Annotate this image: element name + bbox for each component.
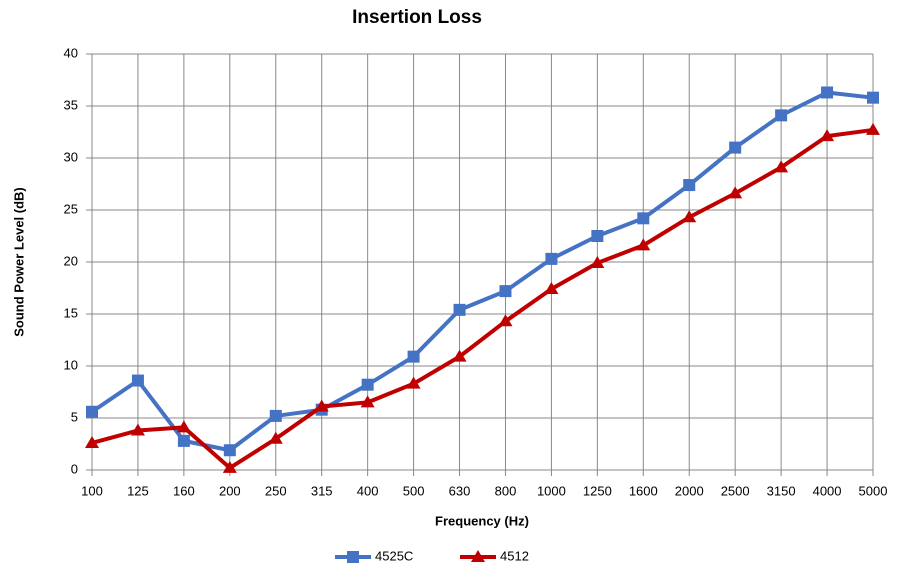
x-tick-label: 125 bbox=[127, 483, 149, 498]
point bbox=[130, 423, 145, 436]
y-tick-label: 15 bbox=[64, 305, 78, 320]
point bbox=[729, 141, 742, 154]
y-tick-label: 25 bbox=[64, 201, 78, 216]
point bbox=[545, 252, 558, 265]
point bbox=[407, 350, 420, 363]
point bbox=[774, 160, 789, 173]
x-tick-label: 1250 bbox=[583, 483, 612, 498]
x-tick-label: 2500 bbox=[721, 483, 750, 498]
legend-label: 4512 bbox=[500, 548, 529, 563]
x-tick-label: 5000 bbox=[859, 483, 888, 498]
x-tick-label: 1000 bbox=[537, 483, 566, 498]
x-tick-label: 160 bbox=[173, 483, 195, 498]
point bbox=[820, 129, 835, 142]
point bbox=[268, 431, 283, 444]
point bbox=[591, 230, 604, 242]
point bbox=[177, 434, 190, 447]
point bbox=[498, 314, 513, 327]
x-tick-label: 315 bbox=[311, 483, 333, 498]
x-tick-label: 4000 bbox=[813, 483, 842, 498]
y-tick-label: 35 bbox=[64, 97, 78, 112]
series-line bbox=[90, 90, 874, 453]
point bbox=[728, 186, 743, 199]
x-tick-label: 100 bbox=[81, 483, 103, 498]
series-line bbox=[91, 127, 874, 470]
chart-title: Insertion Loss bbox=[352, 7, 482, 28]
point bbox=[360, 395, 375, 408]
x-tick-label: 2000 bbox=[675, 483, 704, 498]
x-tick-label: 1600 bbox=[629, 483, 658, 498]
point bbox=[452, 349, 467, 362]
x-tick-label: 800 bbox=[495, 483, 517, 498]
legend-label: 4525C bbox=[375, 548, 413, 563]
point bbox=[131, 374, 144, 387]
point bbox=[682, 210, 697, 223]
point bbox=[867, 91, 879, 104]
x-tick-label: 250 bbox=[265, 483, 287, 498]
point bbox=[590, 256, 605, 269]
x-tick-label: 400 bbox=[357, 483, 379, 498]
y-tick-label: 20 bbox=[64, 253, 78, 268]
point bbox=[866, 122, 880, 135]
point bbox=[775, 109, 788, 122]
point bbox=[86, 405, 98, 418]
point bbox=[637, 212, 650, 225]
point bbox=[314, 399, 329, 412]
y-tick-label: 0 bbox=[71, 461, 78, 476]
point bbox=[544, 282, 559, 295]
y-axis-title: Sound Power Level (dB) bbox=[11, 187, 26, 337]
point bbox=[269, 409, 282, 422]
y-tick-label: 10 bbox=[64, 357, 78, 372]
point bbox=[636, 238, 651, 251]
x-tick-label: 630 bbox=[449, 483, 471, 498]
x-tick-label: 200 bbox=[219, 483, 241, 498]
legend-marker bbox=[471, 550, 485, 562]
point bbox=[361, 378, 374, 391]
point bbox=[223, 444, 236, 457]
point bbox=[453, 303, 466, 316]
point bbox=[85, 435, 99, 448]
point bbox=[499, 285, 512, 298]
y-tick-label: 5 bbox=[71, 409, 78, 424]
point bbox=[821, 86, 834, 99]
x-tick-label: 3150 bbox=[767, 483, 796, 498]
point bbox=[406, 376, 421, 389]
x-axis-title: Frequency (Hz) bbox=[435, 513, 529, 528]
x-tick-label: 500 bbox=[403, 483, 425, 498]
point bbox=[176, 420, 191, 433]
y-tick-label: 40 bbox=[64, 45, 78, 60]
y-tick-label: 30 bbox=[64, 149, 78, 164]
point bbox=[222, 460, 237, 473]
point bbox=[683, 179, 696, 192]
legend-marker bbox=[347, 551, 359, 563]
